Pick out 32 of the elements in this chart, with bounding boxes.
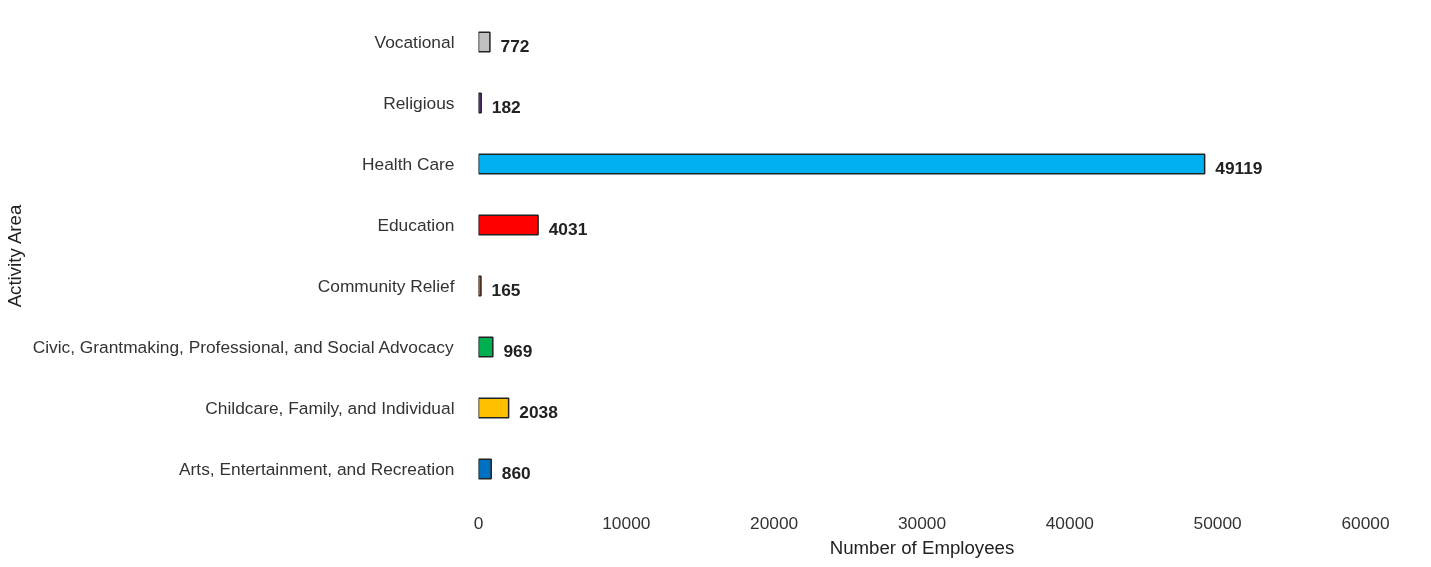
y-tick-label: Vocational <box>374 32 455 53</box>
y-tick-label: Education <box>377 215 455 236</box>
y-axis-title: Activity Area <box>3 204 25 308</box>
data-label: 4031 <box>548 219 588 240</box>
bar <box>478 397 510 419</box>
x-tick-label: 20000 <box>750 512 799 533</box>
data-label: 2038 <box>519 401 559 422</box>
bar <box>478 214 539 236</box>
y-tick-label: Arts, Entertainment, and Recreation <box>179 458 455 479</box>
y-tick-label: Health Care <box>362 154 455 175</box>
y-tick-label: Civic, Grantmaking, Professional, and Social Advocacy <box>32 336 454 357</box>
bar <box>478 336 494 358</box>
y-tick-label: Community Relief <box>317 275 455 296</box>
x-tick-label: 40000 <box>1045 512 1094 533</box>
data-label: 969 <box>503 340 533 361</box>
data-label: 772 <box>500 36 530 57</box>
y-tick-label: Religious <box>383 93 455 114</box>
bar <box>478 153 1206 175</box>
data-label: 182 <box>491 97 521 118</box>
bar <box>478 458 492 480</box>
bar <box>478 31 491 53</box>
x-tick-label: 10000 <box>602 512 651 533</box>
x-axis-title: Number of Employees <box>829 536 1015 558</box>
data-label: 165 <box>491 279 521 300</box>
x-tick-label: 50000 <box>1193 512 1242 533</box>
y-tick-label: Childcare, Family, and Individual <box>205 397 455 418</box>
data-label: 49119 <box>1215 158 1263 179</box>
x-tick-label: 60000 <box>1341 512 1390 533</box>
x-tick-label: 0 <box>473 512 484 533</box>
bar <box>478 275 482 297</box>
data-label: 860 <box>501 462 531 483</box>
x-tick-label: 30000 <box>897 512 947 533</box>
